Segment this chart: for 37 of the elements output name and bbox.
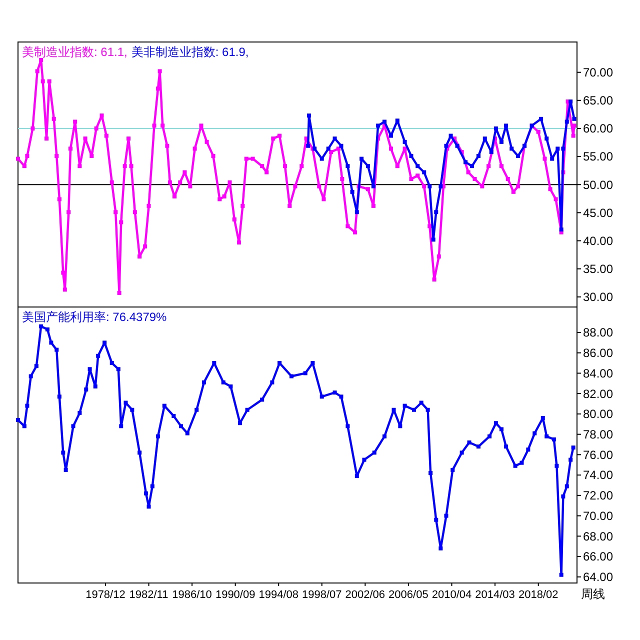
y-tick-label: 60.00 (583, 122, 614, 136)
text: 美非制造业指数: 61.9, (131, 45, 249, 59)
y-tick-label: 76.00 (583, 448, 614, 462)
text: 周线 (581, 587, 605, 601)
y-tick-label: 82.00 (583, 386, 614, 401)
x-tick-label: 2006/05 (388, 589, 428, 601)
y-tick-label: 40.00 (583, 234, 614, 248)
x-tick-label: 1986/10 (172, 589, 212, 601)
y-tick-label: 70.00 (583, 66, 614, 80)
series-label: 美国产能利用率: 76.4379% (22, 310, 168, 324)
y-tick-label: 78.00 (583, 428, 614, 442)
series-label: 美制造业指数: 61.1, (22, 45, 128, 59)
y-tick-label: 68.00 (583, 529, 614, 544)
x-tick-label: 1978/12 (86, 589, 126, 601)
y-tick-label: 64.00 (583, 570, 614, 584)
y-tick-label: 50.00 (583, 178, 614, 192)
y-tick-label: 72.00 (583, 488, 614, 503)
y-tick-label: 88.00 (583, 326, 614, 340)
y-tick-label: 86.00 (583, 346, 614, 360)
y-tick-label: 66.00 (583, 550, 614, 564)
y-tick-label: 80.00 (583, 407, 614, 422)
y-tick-label: 35.00 (583, 262, 614, 276)
y-tick-label: 45.00 (583, 206, 614, 220)
x-tick-label: 2018/02 (518, 589, 558, 601)
x-tick-label: 1994/08 (258, 589, 298, 601)
x-tick-label: 2010/04 (432, 589, 472, 601)
y-tick-label: 55.00 (583, 150, 614, 164)
x-tick-label: 2002/06 (345, 589, 386, 601)
y-tick-label: 65.00 (583, 94, 614, 108)
x-tick-label: 1990/09 (215, 589, 256, 601)
y-tick-label: 74.00 (583, 468, 614, 482)
x-tick-label: 2014/03 (475, 589, 515, 601)
x-tick-label: 1982/11 (129, 589, 168, 601)
y-tick-label: 70.00 (583, 508, 614, 523)
x-tick-label: 1998/07 (302, 589, 342, 601)
y-tick-label: 30.00 (583, 290, 614, 304)
y-tick-label: 84.00 (583, 366, 614, 380)
